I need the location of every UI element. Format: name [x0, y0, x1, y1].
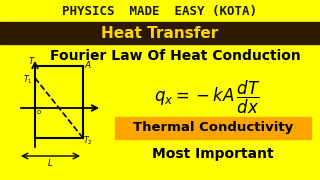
Text: T: T: [28, 57, 34, 66]
Text: Heat Transfer: Heat Transfer: [101, 26, 219, 40]
Text: $T_2$: $T_2$: [83, 135, 93, 147]
Text: Most Important: Most Important: [152, 147, 274, 161]
Text: $T_1$: $T_1$: [23, 74, 33, 86]
Bar: [35, 66, 83, 138]
Text: $A$: $A$: [84, 60, 92, 71]
Bar: [0, 22, 320, 44]
Text: Thermal Conductivity: Thermal Conductivity: [133, 122, 293, 134]
Text: PHYSICS  MADE  EASY (KOTA): PHYSICS MADE EASY (KOTA): [62, 6, 258, 19]
Text: Fourier Law Of Heat Conduction: Fourier Law Of Heat Conduction: [50, 49, 300, 63]
Text: $q_x = -kA\,\dfrac{dT}{dx}$: $q_x = -kA\,\dfrac{dT}{dx}$: [154, 78, 260, 116]
Bar: [115, 117, 311, 139]
Text: o: o: [37, 109, 41, 115]
Text: $L$: $L$: [47, 156, 53, 168]
